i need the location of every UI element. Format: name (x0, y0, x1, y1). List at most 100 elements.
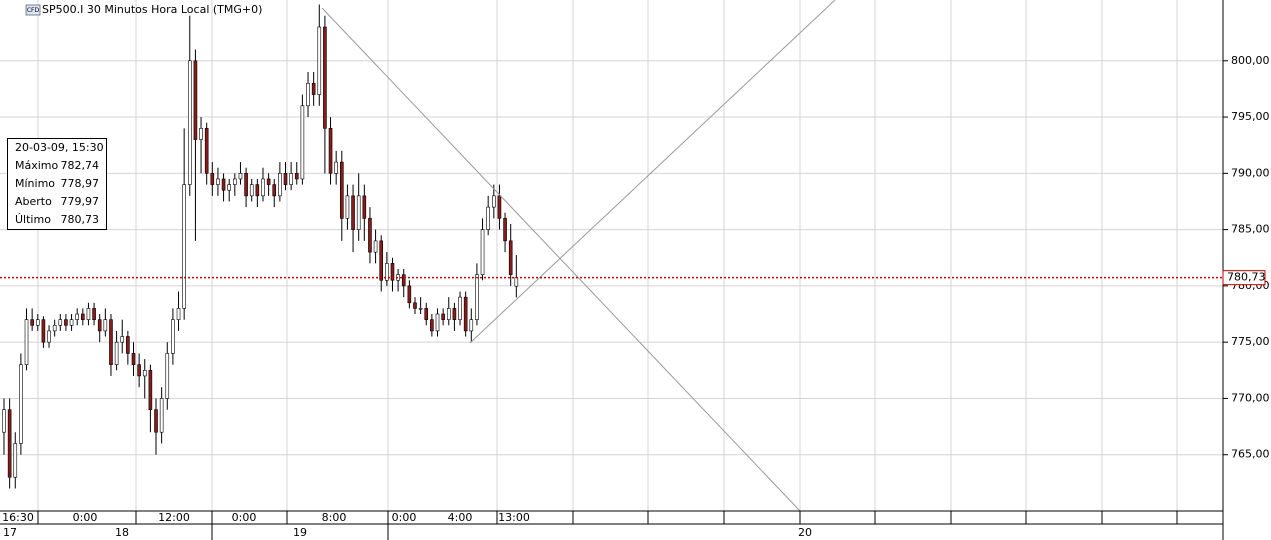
candle-body (249, 184, 254, 197)
candle-body (407, 285, 412, 304)
candle-body (64, 319, 68, 326)
candle-body (187, 60, 192, 185)
candle-body (514, 277, 519, 287)
y-tick-label: 795,00 (1231, 110, 1270, 123)
candle-body (311, 82, 316, 95)
candle-body (69, 319, 74, 326)
chart-title[interactable]: SP500.I 30 Minutos Hora Local (TMG+0) (42, 3, 262, 16)
candle-body (165, 353, 170, 399)
candle-body (368, 218, 372, 253)
candle-body (306, 82, 310, 107)
candles (2, 4, 519, 489)
candle-body (458, 296, 462, 320)
date-label: 19 (293, 526, 307, 539)
candle-body (300, 105, 305, 180)
candle-body (339, 161, 344, 219)
candle-body (216, 178, 220, 185)
info-value: 779,97 (61, 195, 100, 208)
candle-body (289, 173, 293, 185)
candle-body (24, 319, 29, 365)
candle-body (41, 319, 46, 343)
y-tick-label: 765,00 (1231, 448, 1270, 461)
x-tick-label: 0:00 (73, 511, 98, 524)
candle-body (508, 240, 513, 275)
info-label: Último (15, 213, 51, 226)
x-tick-label: 13:00 (498, 511, 530, 524)
info-value: 780,73 (61, 213, 100, 226)
candle-body (362, 195, 367, 219)
candle-body (452, 308, 457, 320)
info-value: 778,97 (61, 177, 100, 190)
candle-body (244, 173, 248, 197)
y-tick-label: 785,00 (1231, 223, 1270, 236)
candle-body (233, 178, 237, 185)
candle-body (446, 308, 451, 320)
candle-body (19, 364, 23, 444)
trend-line (469, 0, 836, 344)
candle-body (35, 319, 40, 326)
candle-body (47, 330, 51, 343)
candle-body (109, 319, 113, 365)
candle-body (238, 173, 243, 180)
candle-body (81, 313, 85, 320)
candle-body (261, 178, 265, 197)
candle-body (120, 336, 125, 343)
candle-body (97, 319, 102, 332)
x-tick-label: 16:30 (2, 511, 34, 524)
candle-body (193, 60, 198, 140)
x-tick-label: 12:00 (158, 511, 190, 524)
info-box: 20-03-09, 15:30 Máximo 782,74 Mínimo 778,97… (7, 138, 107, 230)
candle-body (480, 229, 485, 275)
candle-body (486, 206, 490, 230)
candle-body (171, 319, 175, 354)
candle-body (469, 319, 474, 332)
candle-body (497, 195, 502, 219)
candle-body (126, 336, 130, 354)
candle-body (142, 370, 147, 377)
candle-body (2, 409, 6, 433)
candle-body (373, 240, 378, 253)
date-label: 18 (115, 526, 129, 539)
info-value: 782,74 (61, 159, 100, 172)
candle-body (266, 178, 271, 185)
date-label: 17 (3, 526, 17, 539)
candle-body (13, 443, 18, 478)
y-tick-label: 775,00 (1231, 335, 1270, 348)
candle-body (30, 319, 34, 326)
candle-body (435, 313, 440, 332)
candle-body (199, 128, 203, 140)
last-price-box (1222, 270, 1266, 286)
x-tick-label: 0:00 (392, 511, 417, 524)
candle-body (176, 308, 181, 320)
x-tick-label: 0:00 (232, 511, 257, 524)
info-label: Mínimo (15, 177, 55, 190)
x-tick-label: 4:00 (448, 511, 473, 524)
candle-body (424, 308, 429, 320)
date-label: 20 (798, 526, 812, 539)
y-tick-label: 800,00 (1231, 54, 1270, 67)
info-box-frame (7, 138, 107, 230)
candle-body (492, 195, 496, 208)
last-price-label: 780,73 (1227, 271, 1266, 284)
badge-box (25, 4, 41, 16)
candle-body (182, 184, 186, 309)
candle-body (379, 240, 384, 281)
candle-body (204, 128, 209, 174)
candle-body (351, 195, 355, 230)
info-label: Máximo (15, 159, 59, 172)
candle-body (323, 26, 327, 129)
candle-body (227, 184, 231, 191)
x-tick-label: 8:00 (322, 511, 347, 524)
candle-body (413, 302, 417, 309)
candle-body (441, 313, 445, 320)
candle-body (334, 161, 338, 174)
info-datetime: 20-03-09, 15:30 (15, 141, 104, 154)
candle-body (210, 173, 215, 185)
candle-body (103, 319, 108, 332)
y-tick-label: 770,00 (1231, 391, 1270, 404)
grid (0, 0, 1228, 540)
candle-body (390, 263, 395, 281)
candle-body (58, 319, 63, 326)
candle-body (272, 184, 277, 197)
candle-body (328, 128, 333, 174)
